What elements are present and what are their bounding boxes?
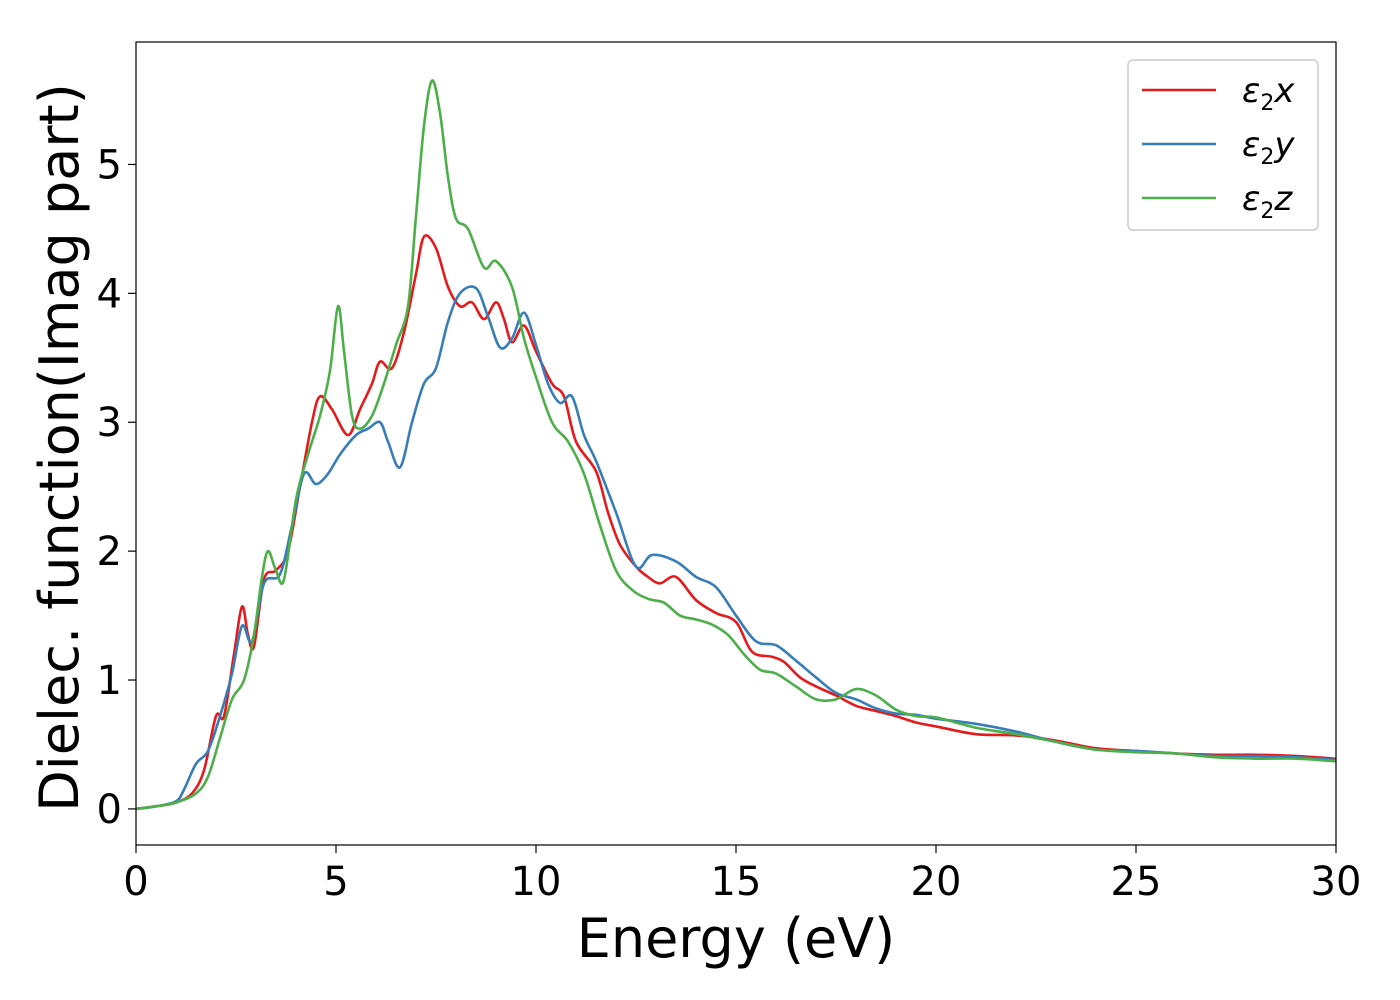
legend-suffix: x: [1273, 71, 1295, 111]
legend-symbol: ε: [1242, 125, 1260, 165]
series-lines: [136, 79, 1336, 811]
x-tick-label: 25: [1111, 859, 1162, 905]
x-tick-label: 0: [123, 859, 148, 905]
x-tick-label: 20: [911, 859, 962, 905]
y-axis-ticks: 0 1 2 3 4 5: [97, 142, 136, 833]
x-tick-label: 5: [323, 859, 348, 905]
legend-symbol: ε: [1242, 179, 1260, 219]
legend-label-y: ε2y: [1242, 125, 1295, 170]
legend-subscript: 2: [1260, 199, 1274, 224]
legend-subscript: 2: [1260, 91, 1274, 116]
x-axis-label: Energy (eV): [577, 907, 896, 970]
series-line-z: [136, 79, 1336, 811]
series-line-y: [136, 285, 1336, 811]
legend-label-x: ε2x: [1242, 71, 1295, 116]
x-tick-label: 30: [1311, 859, 1362, 905]
x-tick-label: 15: [711, 859, 762, 905]
legend-label-z: ε2z: [1242, 179, 1293, 224]
plot-frame: [135, 41, 1337, 846]
y-axis-label: Dielec. function(Imag part): [28, 83, 91, 812]
y-tick-label: 0: [97, 787, 122, 833]
legend-subscript: 2: [1260, 145, 1274, 170]
y-tick-label: 3: [97, 400, 122, 446]
legend-symbol: ε: [1242, 71, 1260, 111]
x-tick-label: 10: [511, 859, 562, 905]
legend-suffix: y: [1273, 125, 1295, 165]
y-tick-label: 5: [97, 142, 122, 188]
legend-box: [1127, 59, 1319, 231]
legend-suffix: z: [1273, 179, 1293, 219]
x-axis-ticks: 0 5 10 15 20 25 30: [123, 845, 1361, 905]
series-line-x: [136, 234, 1336, 811]
y-tick-label: 2: [97, 529, 122, 575]
y-tick-label: 1: [97, 658, 122, 704]
y-tick-label: 4: [97, 271, 122, 317]
